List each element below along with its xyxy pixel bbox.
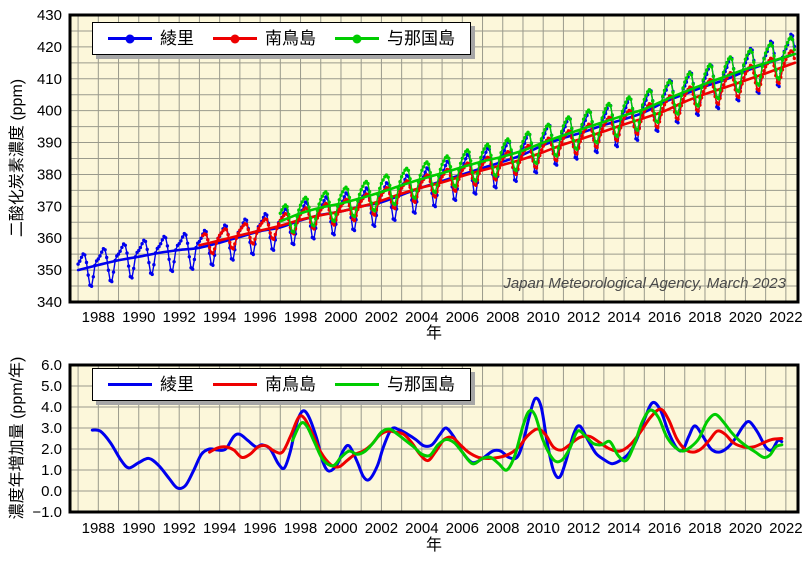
svg-text:2020: 2020 — [729, 520, 762, 537]
svg-text:1998: 1998 — [284, 309, 317, 326]
svg-text:2018: 2018 — [688, 309, 721, 326]
legend-label-yonagunijima: 与那国島 — [387, 29, 455, 48]
svg-text:2016: 2016 — [648, 520, 681, 537]
legend-label-minamitorishima-growth: 南鳥島 — [265, 375, 316, 394]
ryori-line-swatch — [108, 34, 152, 43]
svg-text:2014: 2014 — [607, 520, 640, 537]
legend-entry-ryori: 綾里 — [108, 30, 194, 47]
legend-entry-yonagunijima: 与那国島 — [335, 30, 455, 47]
svg-text:2000: 2000 — [324, 520, 357, 537]
svg-text:2000: 2000 — [324, 309, 357, 326]
svg-text:340: 340 — [37, 294, 62, 311]
svg-text:1.0: 1.0 — [41, 462, 62, 479]
svg-text:2014: 2014 — [607, 309, 640, 326]
bottom-x-axis-title: 年 — [425, 537, 443, 554]
svg-text:2008: 2008 — [486, 520, 519, 537]
svg-text:430: 430 — [37, 7, 62, 24]
svg-text:2012: 2012 — [567, 520, 600, 537]
gridlines — [70, 15, 798, 302]
svg-text:370: 370 — [37, 198, 62, 215]
yonagunijima-marker-icon — [352, 34, 362, 43]
svg-text:1988: 1988 — [82, 520, 115, 537]
svg-text:2002: 2002 — [365, 520, 398, 537]
svg-text:2010: 2010 — [527, 309, 560, 326]
svg-text:1990: 1990 — [122, 520, 155, 537]
ryori-marker-icon — [125, 34, 135, 43]
bottom-legend: 綾里 南鳥島 与那国島 — [92, 368, 471, 401]
legend-entry-ryori-growth: 綾里 — [108, 376, 194, 393]
yonagunijima-series — [290, 408, 784, 472]
legend-label-ryori-growth: 綾里 — [160, 375, 194, 394]
svg-text:5.0: 5.0 — [41, 378, 62, 395]
minamitorishima-trend-line — [198, 61, 797, 247]
yonagunijima-trend-line — [279, 52, 797, 223]
minamitorishima-growth-line — [208, 407, 784, 469]
svg-text:1994: 1994 — [203, 520, 236, 537]
svg-text:1996: 1996 — [243, 309, 276, 326]
svg-text:6.0: 6.0 — [41, 357, 62, 374]
svg-text:390: 390 — [37, 135, 62, 152]
top-x-axis-title: 年 — [425, 325, 443, 342]
legend-entry-minamitorishima: 南鳥島 — [213, 30, 316, 47]
svg-text:2.0: 2.0 — [41, 441, 62, 458]
ryori-growth-line-swatch — [108, 383, 152, 386]
legend-entry-yonagunijima-growth: 与那国島 — [335, 376, 455, 393]
bottom-y-axis-title: 濃度年増加量 (ppm/年) — [9, 356, 26, 520]
svg-text:3.0: 3.0 — [41, 420, 62, 437]
minamitorishima-growth-line-swatch — [213, 383, 257, 386]
svg-text:2016: 2016 — [648, 309, 681, 326]
yonagunijima-series — [278, 35, 797, 234]
svg-text:2020: 2020 — [729, 309, 762, 326]
svg-text:−1.0: −1.0 — [32, 504, 62, 521]
svg-text:2006: 2006 — [446, 309, 479, 326]
svg-text:2018: 2018 — [688, 520, 721, 537]
legend-entry-minamitorishima-growth: 南鳥島 — [213, 376, 316, 393]
agency-annotation: Japan Meteorological Agency, March 2023 — [503, 275, 786, 292]
minamitorishima-series — [208, 407, 784, 469]
legend-label-yonagunijima-growth: 与那国島 — [387, 375, 455, 394]
svg-text:1988: 1988 — [82, 309, 115, 326]
svg-text:2022: 2022 — [769, 309, 802, 326]
tick-labels: 1988 1990 1992 1994 1996 1998 2000 2002 2004 2006… — [32, 357, 802, 537]
svg-text:1990: 1990 — [122, 309, 155, 326]
svg-text:2006: 2006 — [446, 520, 479, 537]
svg-text:1998: 1998 — [284, 520, 317, 537]
svg-text:1996: 1996 — [243, 520, 276, 537]
svg-text:2022: 2022 — [769, 520, 802, 537]
minamitorishima-marker-icon — [230, 34, 240, 43]
yonagunijima-growth-line-swatch — [335, 383, 379, 386]
svg-text:410: 410 — [37, 71, 62, 88]
svg-text:2004: 2004 — [405, 309, 438, 326]
yonagunijima-line-swatch — [335, 34, 379, 43]
svg-text:400: 400 — [37, 103, 62, 120]
svg-text:2010: 2010 — [527, 520, 560, 537]
svg-text:1992: 1992 — [163, 309, 196, 326]
yonagunijima-monthly-markers — [278, 35, 796, 234]
svg-text:380: 380 — [37, 166, 62, 183]
top-legend: 綾里 南鳥島 与那国島 — [92, 22, 471, 55]
svg-text:350: 350 — [37, 262, 62, 279]
svg-text:360: 360 — [37, 230, 62, 247]
tick-labels: 1988 1990 1992 1994 1996 1998 2000 2002 2004 2006… — [37, 7, 803, 326]
minamitorishima-line-swatch — [213, 34, 257, 43]
svg-text:2012: 2012 — [567, 309, 600, 326]
svg-text:1992: 1992 — [163, 520, 196, 537]
svg-text:2004: 2004 — [405, 520, 438, 537]
legend-label-minamitorishima: 南鳥島 — [265, 29, 316, 48]
legend-label-ryori: 綾里 — [160, 29, 194, 48]
plot-frame — [68, 13, 800, 304]
svg-text:0.0: 0.0 — [41, 483, 62, 500]
concentration-chart: 1988 1990 1992 1994 1996 1998 2000 2002 2004 2006… — [37, 7, 803, 326]
svg-text:4.0: 4.0 — [41, 399, 62, 416]
top-y-axis-title: 二酸化炭素濃度 (ppm) — [9, 78, 26, 238]
plot-frame — [68, 363, 800, 514]
svg-text:420: 420 — [37, 39, 62, 56]
svg-text:2008: 2008 — [486, 309, 519, 326]
svg-text:2002: 2002 — [365, 309, 398, 326]
yonagunijima-growth-line — [290, 408, 784, 472]
svg-text:1994: 1994 — [203, 309, 236, 326]
